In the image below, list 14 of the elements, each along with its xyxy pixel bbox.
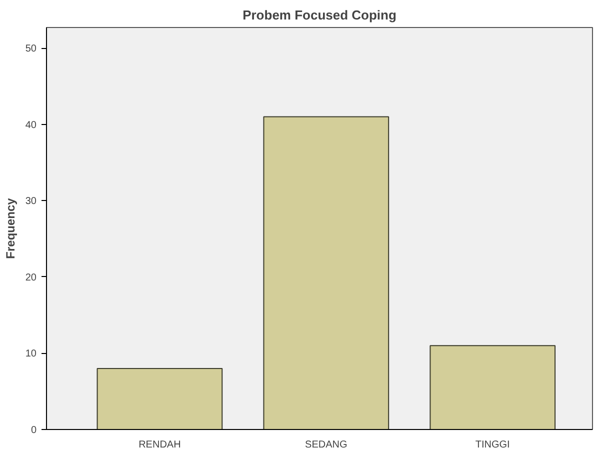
y-tick-label: 30 xyxy=(25,196,37,208)
bar xyxy=(96,368,223,430)
chart-title: Probem Focused Coping xyxy=(242,8,396,22)
bar xyxy=(430,345,556,430)
x-tick-label: TINGGI xyxy=(475,440,510,450)
y-tick-label: 40 xyxy=(25,120,37,131)
y-tick-label: 20 xyxy=(25,272,37,284)
x-tick-label: SEDANG xyxy=(305,440,348,450)
bar xyxy=(263,116,390,430)
y-tick-label: 0 xyxy=(30,425,37,436)
x-tick-label: RENDAH xyxy=(138,440,181,450)
y-axis-title: Frequency xyxy=(3,198,18,259)
y-tick-label: 10 xyxy=(25,348,37,360)
y-tick-label: 50 xyxy=(25,44,37,55)
